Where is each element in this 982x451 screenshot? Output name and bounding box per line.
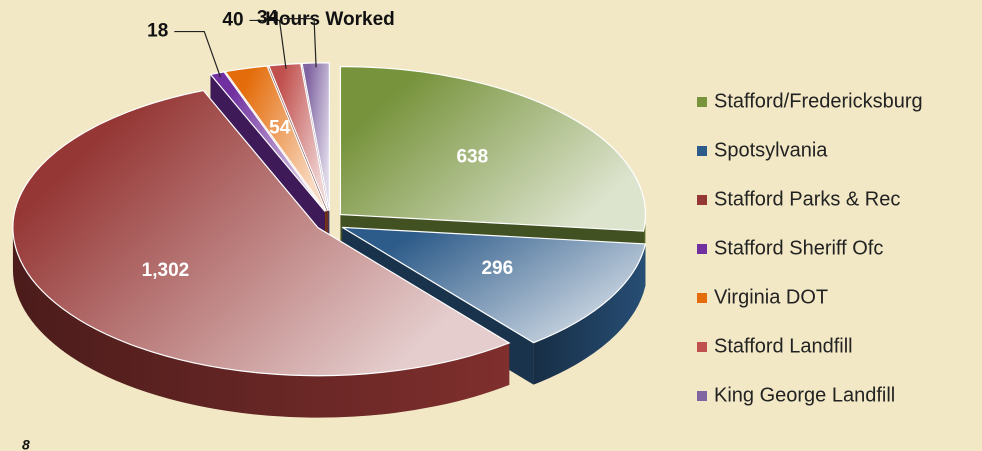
slice [267, 62, 329, 212]
data-label: 638 [456, 146, 488, 167]
data-label: 18 [147, 21, 168, 42]
data-label: 40 [222, 9, 243, 30]
legend-label: Stafford/Fredericksburg [714, 90, 923, 112]
legend-swatch [697, 195, 707, 205]
legend-swatch [697, 244, 707, 254]
legend-swatch [697, 391, 707, 401]
slice [12, 89, 511, 377]
legend-swatch [697, 293, 707, 303]
data-label: 1,302 [142, 260, 190, 281]
leader-line [249, 19, 287, 69]
legend-swatch [697, 342, 707, 352]
slice [224, 65, 327, 212]
data-label: 34 [257, 8, 279, 29]
leader-line [284, 18, 317, 68]
data-label: 54 [269, 117, 291, 138]
legend-swatch [697, 146, 707, 156]
chart-title: Hours Worked [265, 9, 395, 30]
slice-side [12, 227, 510, 418]
slice [209, 71, 326, 212]
legend-label: Stafford Sheriff Ofc [714, 237, 883, 259]
legend-label: Stafford Landfill [714, 335, 853, 357]
legend-label: Spotsylvania [714, 139, 828, 161]
leader-line [174, 30, 222, 78]
legend-label: King George Landfill [714, 384, 895, 406]
slice [341, 226, 647, 344]
legend-label: Virginia DOT [714, 286, 828, 308]
legend-label: Stafford Parks & Rec [714, 188, 900, 210]
legend-swatch [697, 97, 707, 107]
slice [339, 65, 646, 232]
data-label: 296 [481, 258, 513, 279]
page-number: 8 [22, 437, 30, 451]
